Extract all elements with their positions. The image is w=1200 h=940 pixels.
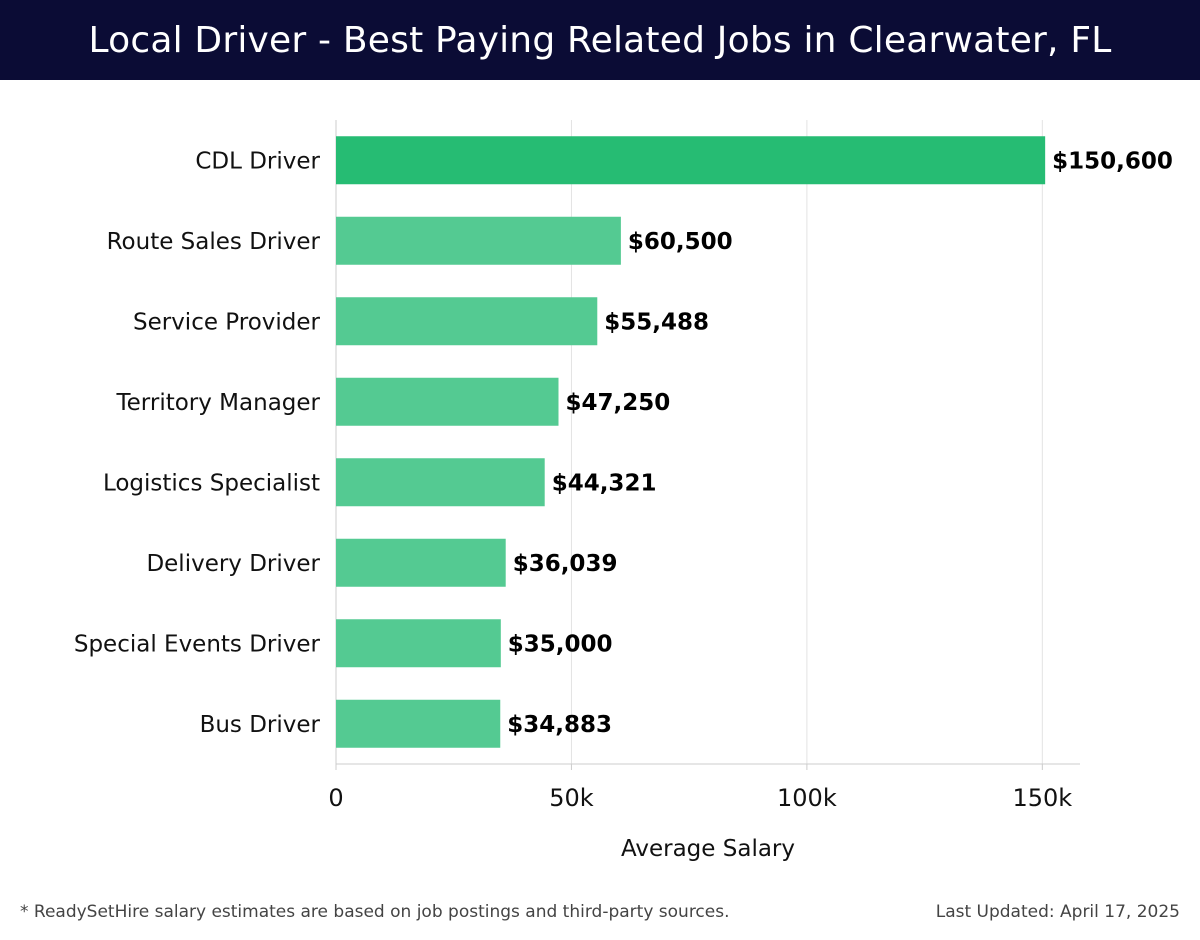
bar xyxy=(336,699,501,748)
data-label: $44,321 xyxy=(552,470,657,496)
bar xyxy=(336,297,598,346)
data-label: $60,500 xyxy=(628,229,733,255)
bar xyxy=(336,619,501,668)
data-label: $36,039 xyxy=(513,551,618,577)
last-updated: Last Updated: April 17, 2025 xyxy=(935,902,1180,922)
title-bar: Local Driver - Best Paying Related Jobs … xyxy=(0,0,1200,80)
category-label: Territory Manager xyxy=(116,390,321,416)
page-title: Local Driver - Best Paying Related Jobs … xyxy=(88,19,1112,61)
bar xyxy=(336,216,621,265)
data-label: $55,488 xyxy=(604,309,709,335)
bar xyxy=(336,538,506,587)
data-label: $47,250 xyxy=(565,390,670,416)
bar xyxy=(336,377,559,426)
salary-bar-chart: 0 50k 100k 150k Average Salary CDL Driver $150… xyxy=(74,120,1173,862)
data-label: $34,883 xyxy=(507,712,612,738)
category-label: Delivery Driver xyxy=(146,551,320,577)
x-tick-label: 50k xyxy=(549,784,594,812)
category-label: Logistics Specialist xyxy=(103,470,320,496)
category-label: CDL Driver xyxy=(195,148,320,174)
x-tick-label: 100k xyxy=(777,784,837,812)
category-label: Route Sales Driver xyxy=(107,229,321,255)
data-label: $150,600 xyxy=(1052,148,1173,174)
category-label: Service Provider xyxy=(133,309,321,335)
data-label: $35,000 xyxy=(508,631,613,657)
bar xyxy=(336,136,1046,185)
bar xyxy=(336,458,545,507)
category-label: Special Events Driver xyxy=(74,631,321,657)
category-label: Bus Driver xyxy=(200,712,321,738)
x-axis-label: Average Salary xyxy=(621,836,795,862)
x-tick-label: 0 xyxy=(328,784,343,812)
footnote: * ReadySetHire salary estimates are base… xyxy=(20,902,730,922)
x-tick-label: 150k xyxy=(1012,784,1072,812)
